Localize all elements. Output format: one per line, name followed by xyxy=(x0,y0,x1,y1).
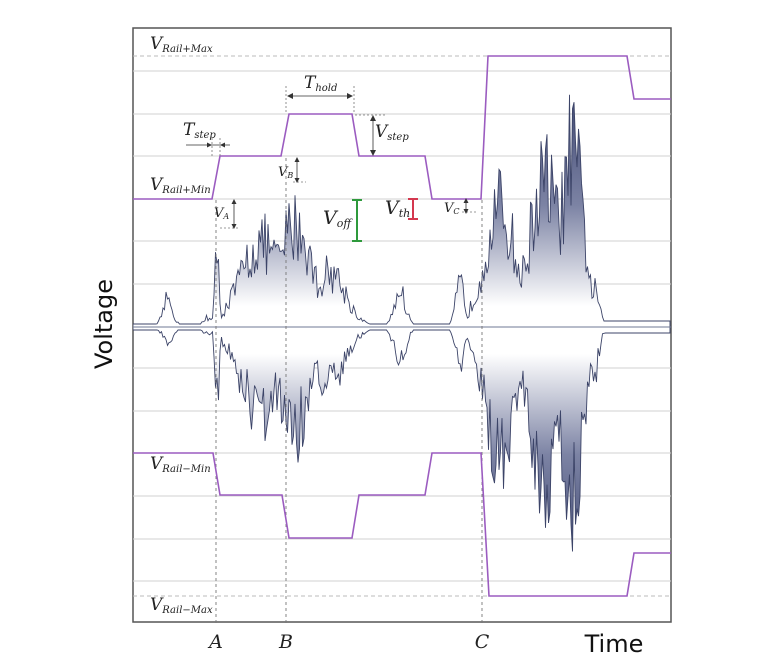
svg-text:VA: VA xyxy=(214,206,229,221)
v-b-annotation: VB xyxy=(278,157,306,183)
label-rail-plus-min: VRail+Min xyxy=(150,175,211,196)
svg-text:Vstep: Vstep xyxy=(375,122,409,143)
svg-text:Voff: Voff xyxy=(323,207,353,230)
marker-label-c: C xyxy=(475,631,490,653)
label-rail-minus-min: VRail−Min xyxy=(150,454,211,475)
negative-rail-line xyxy=(133,452,671,597)
svg-text:Vth: Vth xyxy=(385,197,410,220)
svg-text:VB: VB xyxy=(278,165,293,180)
marker-label-a: A xyxy=(207,631,223,653)
positive-rail-line xyxy=(133,55,671,200)
marker-label-b: B xyxy=(278,631,293,653)
v-th-annotation: Vth xyxy=(385,197,418,220)
svg-text:VC: VC xyxy=(444,201,460,216)
svg-text:Tstep: Tstep xyxy=(183,120,216,141)
v-a-annotation: VA xyxy=(214,199,240,229)
x-axis-title: Time xyxy=(584,630,644,658)
label-rail-plus-max: VRail+Max xyxy=(150,34,213,55)
y-axis-title: Voltage xyxy=(90,279,118,369)
v-step-annotation: Vstep xyxy=(370,115,409,156)
label-rail-minus-max: VRail−Max xyxy=(150,595,213,616)
signal-envelope xyxy=(133,94,671,552)
svg-text:Thold: Thold xyxy=(304,73,337,94)
v-c-annotation: VC xyxy=(444,198,478,216)
v-off-annotation: Voff xyxy=(323,199,362,242)
t-hold-annotation: Thold xyxy=(285,73,355,112)
t-step-annotation: Tstep xyxy=(183,120,230,158)
